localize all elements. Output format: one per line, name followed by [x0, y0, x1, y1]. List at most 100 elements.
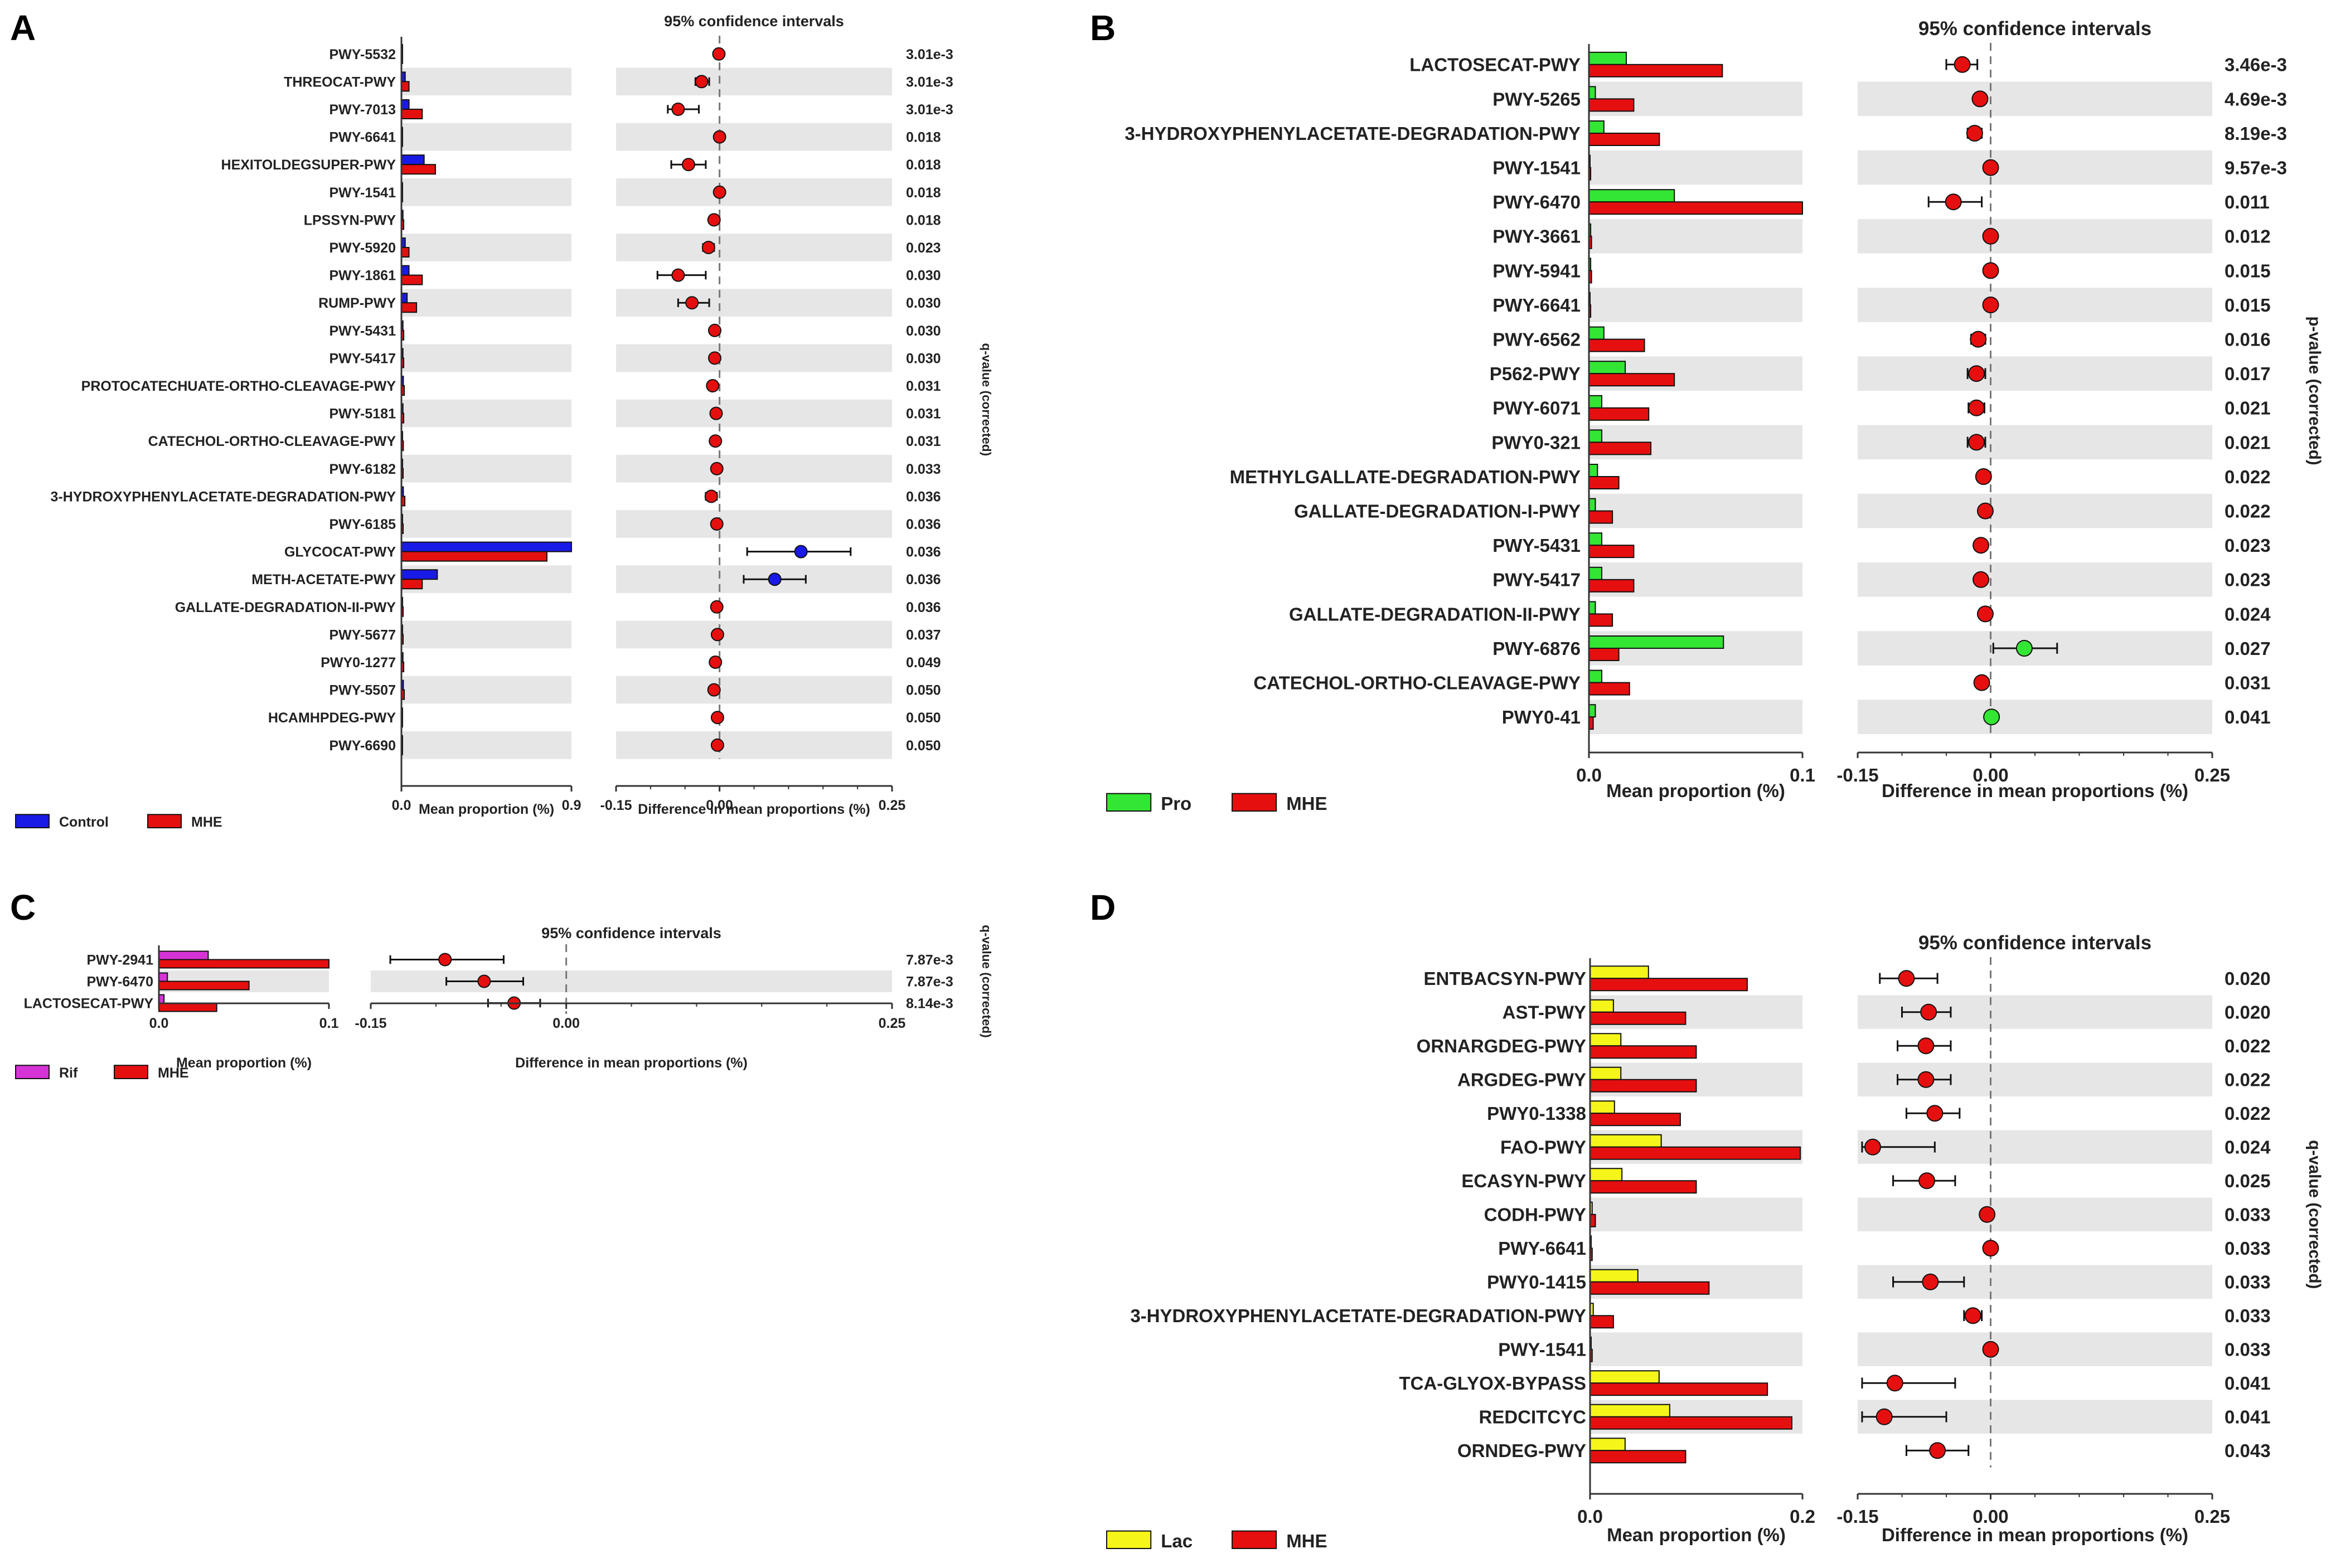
row-label: FAO-PWY	[1500, 1137, 1586, 1158]
q-value: 0.043	[2225, 1440, 2271, 1461]
diff-point	[710, 517, 724, 531]
bar-mhe	[1589, 1011, 1687, 1025]
diff-xlabel: Difference in mean proportions (%)	[515, 1055, 748, 1071]
legend-swatch	[1232, 793, 1277, 812]
bar-group1	[158, 950, 209, 960]
row-band-bar	[401, 620, 571, 649]
bar-mhe	[1589, 1045, 1697, 1059]
diff-point	[1973, 537, 1990, 554]
diff-point	[710, 711, 724, 725]
row-label: PWY-5507	[329, 683, 396, 698]
row-label: GALLATE-DEGRADATION-I-PWY	[1294, 501, 1581, 521]
q-value: 0.017	[2225, 363, 2271, 384]
bar-group1	[1589, 1269, 1639, 1283]
panel-letter-d: D	[1090, 887, 1116, 928]
row-band-diff	[616, 455, 892, 483]
q-value: 0.033	[2225, 1272, 2271, 1293]
row-label: PWY-6641	[1498, 1238, 1586, 1259]
legend-label: MHE	[1286, 1531, 1327, 1551]
bar-group1	[1589, 965, 1649, 979]
q-value: 0.049	[906, 655, 941, 671]
q-value: 0.022	[2225, 467, 2271, 487]
q-value: 0.015	[2225, 260, 2271, 281]
bar-group1	[1588, 566, 1602, 580]
row-band-bar	[401, 731, 571, 759]
diff-point	[1917, 1037, 1935, 1055]
bar-group1	[1589, 1404, 1670, 1417]
diff-point	[1979, 1206, 1996, 1223]
row-label: 3-HYDROXYPHENYLACETATE-DEGRADATION-PWY	[1125, 123, 1581, 144]
row-label: P562-PWY	[1490, 363, 1581, 384]
bar-tick-label: 0.9	[562, 798, 581, 813]
row-band-diff	[1858, 425, 2212, 460]
row-band-diff	[616, 344, 892, 372]
row-label: ORNARGDEG-PWY	[1417, 1036, 1586, 1056]
row-label: PWY-1541	[1498, 1339, 1586, 1360]
row-label: PWY-6470	[1492, 192, 1581, 212]
bar-group1	[1589, 999, 1614, 1013]
q-value: 0.033	[906, 462, 941, 477]
panel-letter-b: B	[1090, 8, 1116, 48]
q-value: 0.050	[906, 738, 941, 754]
row-label: PWY-6470	[86, 974, 153, 990]
q-value: 0.022	[2225, 1036, 2271, 1056]
diff-point	[713, 185, 726, 199]
diff-point	[1920, 1003, 1937, 1021]
row-label: METHYLGALLATE-DEGRADATION-PWY	[1230, 467, 1581, 487]
diff-point	[1968, 365, 1985, 382]
row-label: ARGDEG-PWY	[1457, 1070, 1586, 1090]
bar-group1	[1589, 1134, 1662, 1148]
q-value: 0.031	[906, 378, 941, 394]
row-label: PWY-5941	[1492, 260, 1581, 281]
diff-tick-label: 0.25	[879, 1016, 906, 1031]
row-band-diff	[616, 620, 892, 649]
bar-mhe	[401, 551, 547, 562]
row-band-bar	[401, 289, 571, 317]
chart-title: 95% confidence intervals	[664, 13, 844, 30]
diff-point	[681, 158, 695, 172]
row-label: METH-ACETATE-PWY	[251, 572, 396, 588]
bar-mhe	[1588, 373, 1675, 387]
diff-point	[1983, 708, 2000, 726]
bar-group1	[1588, 464, 1598, 477]
bar-mhe	[1589, 1416, 1792, 1430]
q-value: 0.027	[2225, 638, 2271, 659]
diff-point	[695, 75, 709, 89]
bar-mhe	[158, 1002, 217, 1012]
q-value: 0.030	[906, 295, 941, 311]
legend-swatch	[15, 814, 50, 828]
q-value: 0.041	[2225, 1373, 2271, 1394]
row-label: PROTOCATECHUATE-ORTHO-CLEAVAGE-PWY	[81, 378, 396, 394]
q-value: 0.018	[906, 130, 941, 145]
row-label: PWY-5181	[329, 406, 396, 422]
bar-mhe	[401, 247, 410, 258]
bar-tick-label: 0.1	[319, 1016, 339, 1031]
row-band-bar	[401, 67, 571, 96]
q-value: 0.018	[906, 212, 941, 228]
row-band-diff	[616, 510, 892, 538]
row-band-diff	[616, 676, 892, 704]
diff-point	[1929, 1442, 1946, 1459]
bar-group1	[1588, 361, 1626, 375]
q-value: 0.022	[2225, 1070, 2271, 1090]
legend-swatch	[114, 1065, 148, 1079]
q-value: 7.87e-3	[906, 953, 953, 968]
bar-mhe	[1588, 441, 1652, 455]
bar-group1	[1588, 532, 1602, 546]
bar-mhe	[401, 109, 423, 119]
bar-mhe	[1588, 133, 1660, 146]
row-label: HCAMHPDEG-PWY	[268, 710, 396, 726]
diff-xlabel: Difference in mean proportions (%)	[1882, 780, 2188, 801]
q-value: 7.87e-3	[906, 974, 953, 990]
diff-tick-label: -0.15	[600, 798, 632, 813]
q-value: 0.036	[906, 517, 941, 532]
bar-mhe	[1589, 978, 1748, 992]
row-label: PWY-6876	[1492, 638, 1581, 659]
row-label: PWY-3661	[1492, 226, 1581, 247]
diff-point	[768, 572, 782, 586]
row-label: CATECHOL-ORTHO-CLEAVAGE-PWY	[1253, 672, 1581, 693]
row-band-bar	[401, 399, 571, 428]
bar-mhe	[1588, 682, 1630, 696]
diff-point	[707, 683, 721, 697]
